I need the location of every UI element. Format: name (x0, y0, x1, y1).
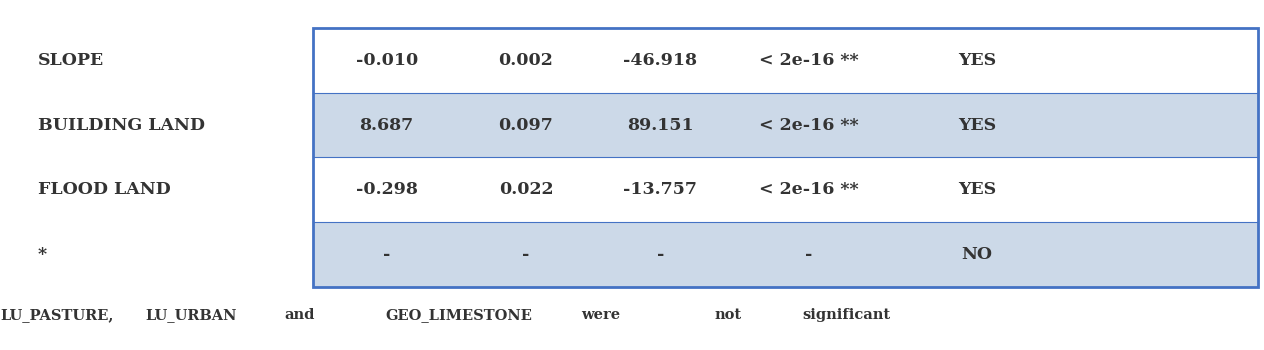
Text: YES: YES (958, 117, 996, 134)
Text: -: - (383, 246, 391, 263)
Text: *: * (38, 246, 47, 263)
Text: BUILDING LAND: BUILDING LAND (38, 117, 205, 134)
Bar (313, 28, 1258, 287)
Text: -46.918: -46.918 (623, 52, 698, 69)
Text: not: not (714, 308, 741, 322)
Text: -13.757: -13.757 (623, 181, 698, 198)
Text: 89.151: 89.151 (627, 117, 694, 134)
Text: 0.002: 0.002 (498, 52, 554, 69)
Text: and: and (284, 308, 315, 322)
Text: FLOOD LAND: FLOOD LAND (38, 181, 171, 198)
Text: < 2e-16 **: < 2e-16 ** (760, 181, 860, 198)
Bar (313, 93, 1258, 158)
Text: LU_URBAN: LU_URBAN (145, 308, 236, 322)
Text: 0.022: 0.022 (499, 181, 554, 198)
Text: NO: NO (962, 246, 992, 263)
Bar (313, 222, 1258, 287)
Text: YES: YES (958, 181, 996, 198)
Text: 0.097: 0.097 (498, 117, 554, 134)
Text: -: - (805, 246, 813, 263)
Text: 8.687: 8.687 (359, 117, 413, 134)
Text: were: were (581, 308, 621, 322)
Text: -: - (522, 246, 530, 263)
Text: < 2e-16 **: < 2e-16 ** (760, 52, 860, 69)
Text: -: - (657, 246, 664, 263)
Text: LU_PASTURE,: LU_PASTURE, (0, 308, 114, 322)
Text: -0.010: -0.010 (355, 52, 418, 69)
Text: significant: significant (803, 308, 891, 322)
Text: SLOPE: SLOPE (38, 52, 104, 69)
Text: -0.298: -0.298 (355, 181, 417, 198)
Text: < 2e-16 **: < 2e-16 ** (760, 117, 860, 134)
Text: YES: YES (958, 52, 996, 69)
Text: GEO_LIMESTONE: GEO_LIMESTONE (386, 308, 532, 322)
